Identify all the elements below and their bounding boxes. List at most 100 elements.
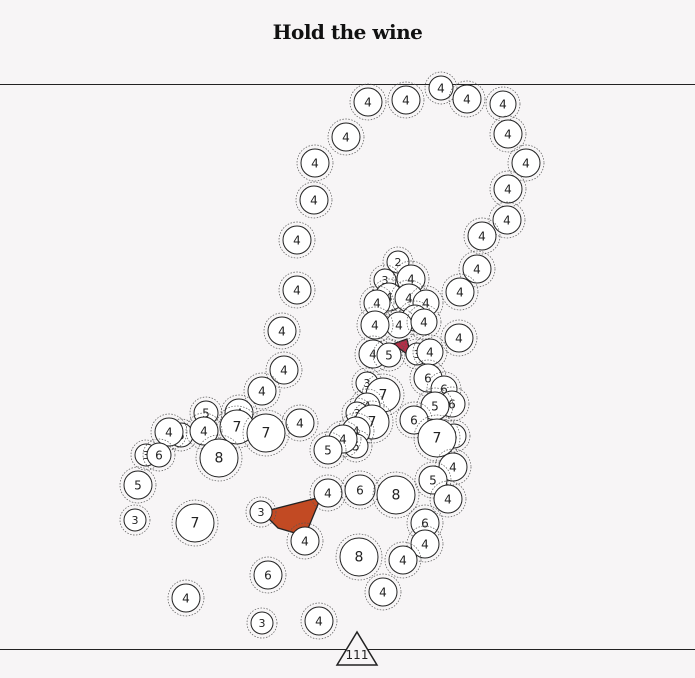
node-circle[interactable]	[250, 611, 274, 635]
node-59[interactable]: 5	[309, 431, 347, 469]
node-8[interactable]: 4	[507, 144, 545, 182]
node-circle[interactable]	[428, 75, 454, 101]
node-56[interactable]: 7	[413, 414, 461, 462]
node-74[interactable]: 4	[286, 522, 324, 560]
node-circle[interactable]	[171, 583, 201, 613]
node-circle[interactable]	[290, 526, 320, 556]
node-77[interactable]: 4	[384, 541, 422, 579]
node-circle[interactable]	[154, 417, 184, 447]
node-69[interactable]: 4	[429, 480, 467, 518]
node-39[interactable]: 4	[243, 372, 281, 410]
node-circle[interactable]	[304, 606, 334, 636]
node-circle[interactable]	[123, 470, 153, 500]
node-circle[interactable]	[313, 478, 343, 508]
node-circle[interactable]	[300, 148, 330, 178]
node-72[interactable]: 7	[171, 499, 219, 547]
node-81[interactable]: 4	[300, 602, 338, 640]
node-4[interactable]: 4	[485, 86, 521, 122]
node-12[interactable]: 4	[278, 221, 316, 259]
node-circle[interactable]	[388, 545, 418, 575]
node-circle[interactable]	[199, 438, 239, 478]
node-circle[interactable]	[433, 484, 463, 514]
node-79[interactable]: 4	[364, 573, 402, 611]
node-circle[interactable]	[285, 408, 315, 438]
node-0[interactable]: 4	[424, 71, 458, 105]
node-circle[interactable]	[282, 225, 312, 255]
node-34[interactable]: 4	[265, 351, 303, 389]
node-circle[interactable]	[452, 84, 482, 114]
node-65[interactable]: 5	[119, 466, 157, 504]
node-circle[interactable]	[511, 148, 541, 178]
node-circle[interactable]	[253, 560, 283, 590]
node-circle[interactable]	[444, 323, 474, 353]
node-10[interactable]: 4	[489, 170, 527, 208]
node-circle[interactable]	[269, 355, 299, 385]
node-circle[interactable]	[299, 185, 329, 215]
node-70[interactable]: 3	[245, 496, 277, 528]
node-9[interactable]: 4	[295, 181, 333, 219]
node-76[interactable]: 8	[335, 533, 383, 581]
node-circle[interactable]	[282, 275, 312, 305]
node-3[interactable]: 4	[448, 80, 486, 118]
node-circle[interactable]	[410, 308, 438, 336]
node-circle[interactable]	[189, 416, 219, 446]
node-29[interactable]: 4	[440, 319, 478, 357]
node-19[interactable]: 4	[441, 273, 479, 311]
node-18[interactable]: 4	[278, 271, 316, 309]
node-circle[interactable]	[146, 442, 172, 468]
node-circle[interactable]	[313, 435, 343, 465]
node-82[interactable]: 3	[246, 607, 278, 639]
node-circle[interactable]	[376, 342, 402, 368]
node-circle[interactable]	[344, 474, 376, 506]
node-75[interactable]: 4	[406, 525, 444, 563]
node-circle[interactable]	[467, 221, 497, 251]
node-48[interactable]: 4	[281, 404, 319, 442]
node-circle[interactable]	[246, 413, 286, 453]
node-7[interactable]: 4	[296, 144, 334, 182]
node-68[interactable]: 8	[372, 471, 420, 519]
node-53[interactable]: 7	[242, 409, 290, 457]
node-circle[interactable]	[376, 475, 416, 515]
node-circle[interactable]	[462, 254, 492, 284]
node-52[interactable]: 4	[185, 412, 223, 450]
node-13[interactable]: 4	[463, 217, 501, 255]
node-circle[interactable]	[353, 87, 383, 117]
node-62[interactable]: 8	[195, 434, 243, 482]
node-circle[interactable]	[331, 122, 361, 152]
node-circle[interactable]	[445, 277, 475, 307]
node-78[interactable]: 6	[249, 556, 287, 594]
node-61[interactable]: 6	[142, 438, 176, 472]
node-5[interactable]: 4	[327, 118, 365, 156]
node-11[interactable]: 4	[488, 201, 526, 239]
node-circle[interactable]	[249, 500, 273, 524]
node-66[interactable]: 4	[309, 474, 347, 512]
node-67[interactable]: 6	[340, 470, 380, 510]
node-circle[interactable]	[175, 503, 215, 543]
node-circle[interactable]	[267, 316, 297, 346]
node-80[interactable]: 4	[167, 579, 205, 617]
node-15[interactable]: 4	[458, 250, 496, 288]
node-circle[interactable]	[339, 537, 379, 577]
node-27[interactable]: 4	[406, 304, 442, 340]
node-circle[interactable]	[410, 529, 440, 559]
node-circle[interactable]	[391, 85, 421, 115]
node-73[interactable]: 6	[406, 504, 444, 542]
node-circle[interactable]	[247, 376, 277, 406]
node-6[interactable]: 4	[489, 115, 527, 153]
node-circle[interactable]	[368, 577, 398, 607]
node-circle[interactable]	[492, 205, 522, 235]
node-33[interactable]: 4	[412, 334, 448, 370]
node-31[interactable]: 5	[372, 338, 406, 372]
node-28[interactable]: 4	[263, 312, 301, 350]
node-2[interactable]: 4	[387, 81, 425, 119]
node-circle[interactable]	[493, 174, 523, 204]
node-circle[interactable]	[493, 119, 523, 149]
node-circle[interactable]	[417, 418, 457, 458]
node-circle[interactable]	[123, 508, 147, 532]
node-26[interactable]: 4	[356, 306, 394, 344]
node-64[interactable]: 5	[414, 461, 452, 499]
node-1[interactable]: 4	[349, 83, 387, 121]
node-circle[interactable]	[360, 310, 390, 340]
node-71[interactable]: 3	[119, 504, 151, 536]
